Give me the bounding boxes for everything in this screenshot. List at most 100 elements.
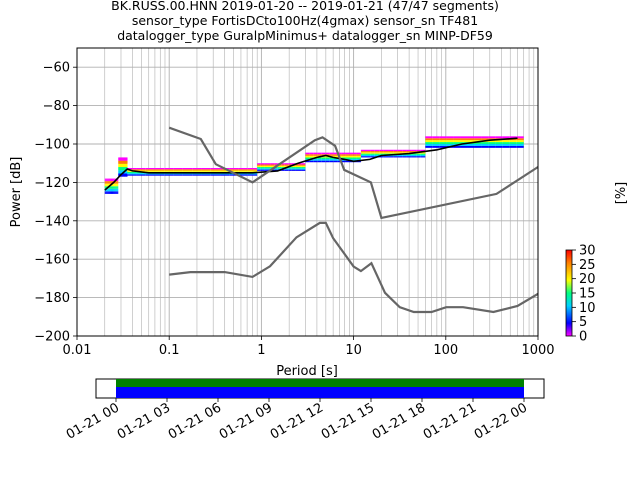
- histogram-cell: [325, 152, 330, 155]
- histogram-cell: [425, 145, 433, 148]
- histogram-cell: [120, 167, 122, 171]
- histogram-cell: [333, 160, 338, 163]
- histogram-cell: [126, 163, 128, 168]
- histogram-cell: [416, 153, 421, 155]
- histogram-cell: [125, 160, 127, 164]
- chart-title-line-3: datalogger_type GuralpMinimus+ datalogge…: [117, 28, 493, 43]
- histogram-cell: [502, 140, 510, 143]
- histogram-cell: [173, 169, 183, 171]
- histogram-cell: [122, 167, 124, 171]
- timeline-tick-label: 01-21 18: [370, 400, 428, 442]
- histogram-cell: [406, 151, 412, 153]
- histogram-cell: [317, 157, 322, 160]
- histogram-cell: [117, 191, 119, 194]
- histogram-cell: [126, 170, 128, 174]
- histogram-cell: [301, 164, 306, 166]
- histogram-cell: [257, 168, 261, 170]
- histogram-cell: [495, 136, 503, 139]
- histogram-cell: [365, 151, 371, 153]
- histogram-cell: [383, 156, 389, 158]
- histogram-cell: [123, 157, 125, 161]
- histogram-cell: [114, 191, 116, 194]
- colorbar-label: [%]: [614, 182, 629, 205]
- histogram-cell: [192, 168, 202, 170]
- histogram-cell: [288, 168, 292, 170]
- histogram-cell: [257, 165, 261, 168]
- histogram-cell: [516, 144, 524, 146]
- histogram-cell: [126, 173, 128, 177]
- histogram-cell: [277, 165, 282, 168]
- histogram-cell: [125, 160, 127, 164]
- histogram-cell: [210, 169, 221, 171]
- histogram-cell: [257, 163, 261, 165]
- histogram-cell: [288, 167, 292, 169]
- histogram-cell: [446, 144, 454, 146]
- histogram-cell: [481, 145, 489, 148]
- histogram-cell: [349, 159, 353, 161]
- histogram-cell: [333, 159, 338, 161]
- histogram-cell: [121, 173, 123, 177]
- histogram-cell: [374, 149, 380, 152]
- histogram-cell: [439, 144, 447, 146]
- histogram-cell: [313, 152, 318, 155]
- histogram-cell: [109, 191, 111, 194]
- histogram-cell: [432, 136, 440, 139]
- histogram-cell: [116, 186, 118, 189]
- histogram-cell: [425, 144, 433, 146]
- histogram-cell: [260, 168, 265, 170]
- histogram-cell: [509, 136, 517, 139]
- histogram-cell: [481, 142, 489, 144]
- histogram-cell: [122, 160, 124, 164]
- histogram-cell: [274, 168, 278, 170]
- histogram-cell: [125, 157, 127, 161]
- histogram-cell: [317, 159, 322, 161]
- histogram-cell: [136, 174, 146, 176]
- histogram-cell: [192, 174, 202, 176]
- histogram-cell: [284, 164, 289, 166]
- histogram-cell: [113, 186, 115, 189]
- histogram-cell: [309, 155, 314, 158]
- histogram-cell: [125, 173, 127, 177]
- histogram-cell: [305, 152, 310, 155]
- histogram-cell: [106, 183, 108, 187]
- histogram-cell: [120, 170, 122, 174]
- histogram-cell: [119, 170, 121, 174]
- histogram-cell: [281, 165, 285, 168]
- histogram-cell: [270, 163, 275, 165]
- histogram-cell: [267, 164, 271, 166]
- histogram-cell: [325, 157, 330, 160]
- histogram-cell: [425, 142, 433, 144]
- histogram-cell: [402, 156, 407, 158]
- histogram-cell: [474, 144, 482, 146]
- y-tick-label: −200: [34, 330, 70, 345]
- histogram-cell: [122, 160, 124, 164]
- histogram-cell: [110, 188, 112, 192]
- histogram-cell: [112, 178, 114, 182]
- histogram-cell: [110, 178, 112, 182]
- histogram-cell: [301, 163, 306, 165]
- histogram-cell: [317, 160, 322, 163]
- histogram-cell: [309, 160, 314, 163]
- histogram-cell: [411, 153, 417, 155]
- histogram-cell: [298, 167, 302, 169]
- histogram-cell: [432, 145, 440, 148]
- histogram-cell: [446, 136, 454, 139]
- histogram-cell: [201, 168, 211, 170]
- histogram-cell: [481, 136, 489, 139]
- x-tick-label: 0.01: [63, 343, 92, 358]
- y-tick-label: −100: [34, 138, 70, 153]
- histogram-cell: [460, 145, 468, 148]
- histogram-cell: [264, 163, 268, 165]
- series-line-low-noise-model: [169, 221, 538, 314]
- histogram-cell: [210, 170, 221, 172]
- histogram-cell: [341, 157, 346, 160]
- colorbar-tick-label: 20: [579, 272, 596, 287]
- histogram-cell: [502, 144, 510, 146]
- histogram-cell: [502, 136, 510, 139]
- histogram-cell: [352, 159, 357, 161]
- histogram-cell: [474, 136, 482, 139]
- histogram-cell: [416, 156, 421, 158]
- histogram-cell: [155, 168, 165, 170]
- histogram-cell: [341, 155, 346, 158]
